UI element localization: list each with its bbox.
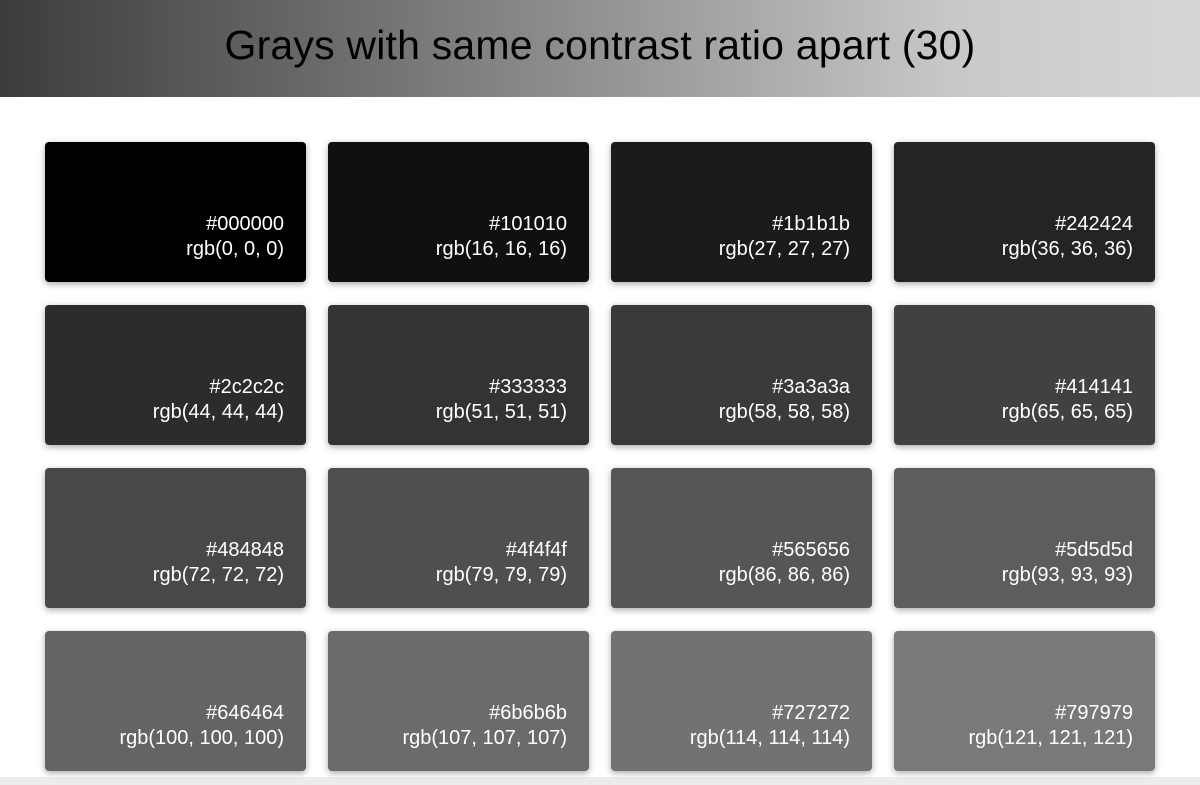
swatch-hex: #565656 [772,539,850,561]
swatch-rgb: rgb(79, 79, 79) [435,564,567,586]
color-swatch[interactable]: #1b1b1b rgb(27, 27, 27) [611,142,872,282]
swatch-rgb: rgb(114, 114, 114) [689,727,850,749]
swatch-rgb: rgb(16, 16, 16) [435,238,567,260]
color-swatch[interactable]: #797979 rgb(121, 121, 121) [894,631,1155,771]
swatch-rgb: rgb(93, 93, 93) [1001,564,1133,586]
page-header: Grays with same contrast ratio apart (30… [0,0,1200,97]
color-swatch[interactable]: #101010 rgb(16, 16, 16) [328,142,589,282]
swatch-rgb: rgb(86, 86, 86) [718,564,850,586]
swatch-rgb: rgb(65, 65, 65) [1001,401,1133,423]
swatch-hex: #6b6b6b [489,702,567,724]
swatch-hex: #484848 [206,539,284,561]
color-swatch[interactable]: #000000 rgb(0, 0, 0) [45,142,306,282]
color-swatch[interactable]: #3a3a3a rgb(58, 58, 58) [611,305,872,445]
swatch-hex: #1b1b1b [772,213,850,235]
color-swatch[interactable]: #5d5d5d rgb(93, 93, 93) [894,468,1155,608]
color-swatch[interactable]: #727272 rgb(114, 114, 114) [611,631,872,771]
swatch-hex: #3a3a3a [772,376,850,398]
swatch-hex: #333333 [489,376,567,398]
swatch-hex: #101010 [489,213,567,235]
swatch-rgb: rgb(0, 0, 0) [186,238,284,260]
swatch-hex: #414141 [1055,376,1133,398]
swatch-hex: #242424 [1055,213,1133,235]
swatch-hex: #4f4f4f [505,539,567,561]
color-swatch[interactable]: #2c2c2c rgb(44, 44, 44) [45,305,306,445]
swatch-rgb: rgb(58, 58, 58) [718,401,850,423]
color-swatch[interactable]: #414141 rgb(65, 65, 65) [894,305,1155,445]
swatch-grid: #000000 rgb(0, 0, 0) #101010 rgb(16, 16,… [45,142,1155,771]
color-swatch[interactable]: #565656 rgb(86, 86, 86) [611,468,872,608]
color-swatch[interactable]: #646464 rgb(100, 100, 100) [45,631,306,771]
swatch-hex: #000000 [206,213,284,235]
color-swatch[interactable]: #6b6b6b rgb(107, 107, 107) [328,631,589,771]
color-swatch[interactable]: #484848 rgb(72, 72, 72) [45,468,306,608]
swatch-hex: #646464 [206,702,284,724]
swatch-hex: #2c2c2c [209,376,285,398]
swatch-rgb: rgb(72, 72, 72) [152,564,284,586]
swatch-rgb: rgb(51, 51, 51) [435,401,567,423]
swatch-rgb: rgb(121, 121, 121) [968,727,1133,749]
swatch-rgb: rgb(27, 27, 27) [718,238,850,260]
color-swatch[interactable]: #4f4f4f rgb(79, 79, 79) [328,468,589,608]
color-swatch[interactable]: #333333 rgb(51, 51, 51) [328,305,589,445]
swatch-hex: #797979 [1055,702,1133,724]
page-title: Grays with same contrast ratio apart (30… [224,22,976,68]
swatch-hex: #5d5d5d [1055,539,1133,561]
swatch-panel: #000000 rgb(0, 0, 0) #101010 rgb(16, 16,… [0,97,1200,785]
color-swatch[interactable]: #242424 rgb(36, 36, 36) [894,142,1155,282]
swatch-hex: #727272 [772,702,850,724]
swatch-rgb: rgb(44, 44, 44) [152,401,284,423]
swatch-rgb: rgb(107, 107, 107) [402,727,567,749]
swatch-rgb: rgb(100, 100, 100) [119,727,284,749]
swatch-rgb: rgb(36, 36, 36) [1001,238,1133,260]
